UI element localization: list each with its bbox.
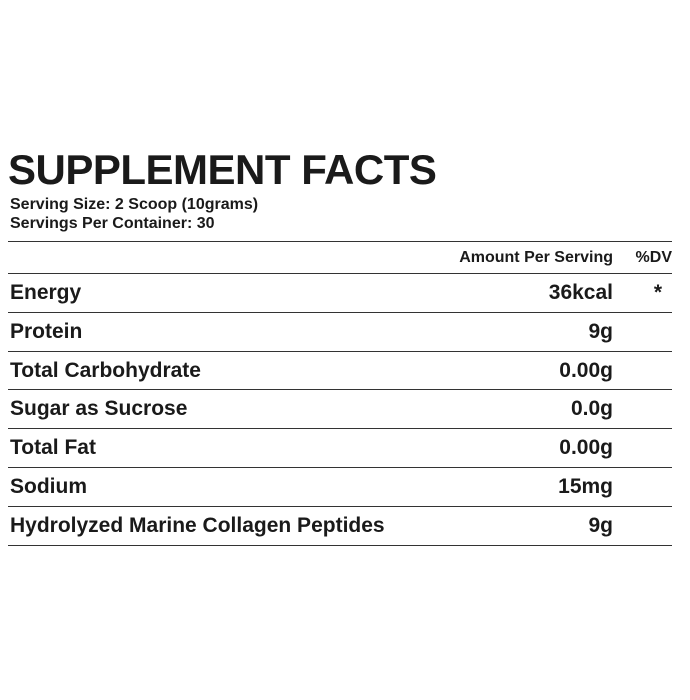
amount: 15mg xyxy=(558,475,613,498)
column-header: %DV xyxy=(635,249,672,266)
rule xyxy=(8,467,672,468)
rule xyxy=(8,428,672,430)
rule xyxy=(8,311,672,313)
servings-per-container: Servings Per Container: 30 xyxy=(10,215,215,232)
rule xyxy=(8,389,672,391)
rule xyxy=(8,544,672,546)
amount: 36kcal xyxy=(548,281,613,304)
daily-value: * xyxy=(653,281,662,304)
rule xyxy=(8,241,672,242)
rule xyxy=(8,350,672,352)
rule xyxy=(8,273,672,274)
nutrient-name: Energy xyxy=(10,281,82,304)
serving-size: Serving Size: 2 Scoop (10grams) xyxy=(10,196,259,213)
amount: 9g xyxy=(588,319,613,343)
amount: 0.0g xyxy=(570,397,613,421)
nutrient-name: Protein xyxy=(10,319,83,343)
column-header: Amount Per Serving xyxy=(459,249,613,266)
title: SUPPLEMENT FACTS xyxy=(8,146,437,193)
amount: 9g xyxy=(588,513,613,537)
nutrient-name: Total Fat xyxy=(10,436,96,460)
amount: 0.00g xyxy=(559,436,613,460)
nutrient-name: Hydrolyzed Marine Collagen Peptides xyxy=(10,513,385,537)
nutrient-name: Sodium xyxy=(10,475,87,498)
amount: 0.00g xyxy=(559,358,613,382)
nutrient-name: Sugar as Sucrose xyxy=(10,397,188,421)
nutrient-name: Total Carbohydrate xyxy=(10,358,201,382)
rule xyxy=(8,505,672,507)
